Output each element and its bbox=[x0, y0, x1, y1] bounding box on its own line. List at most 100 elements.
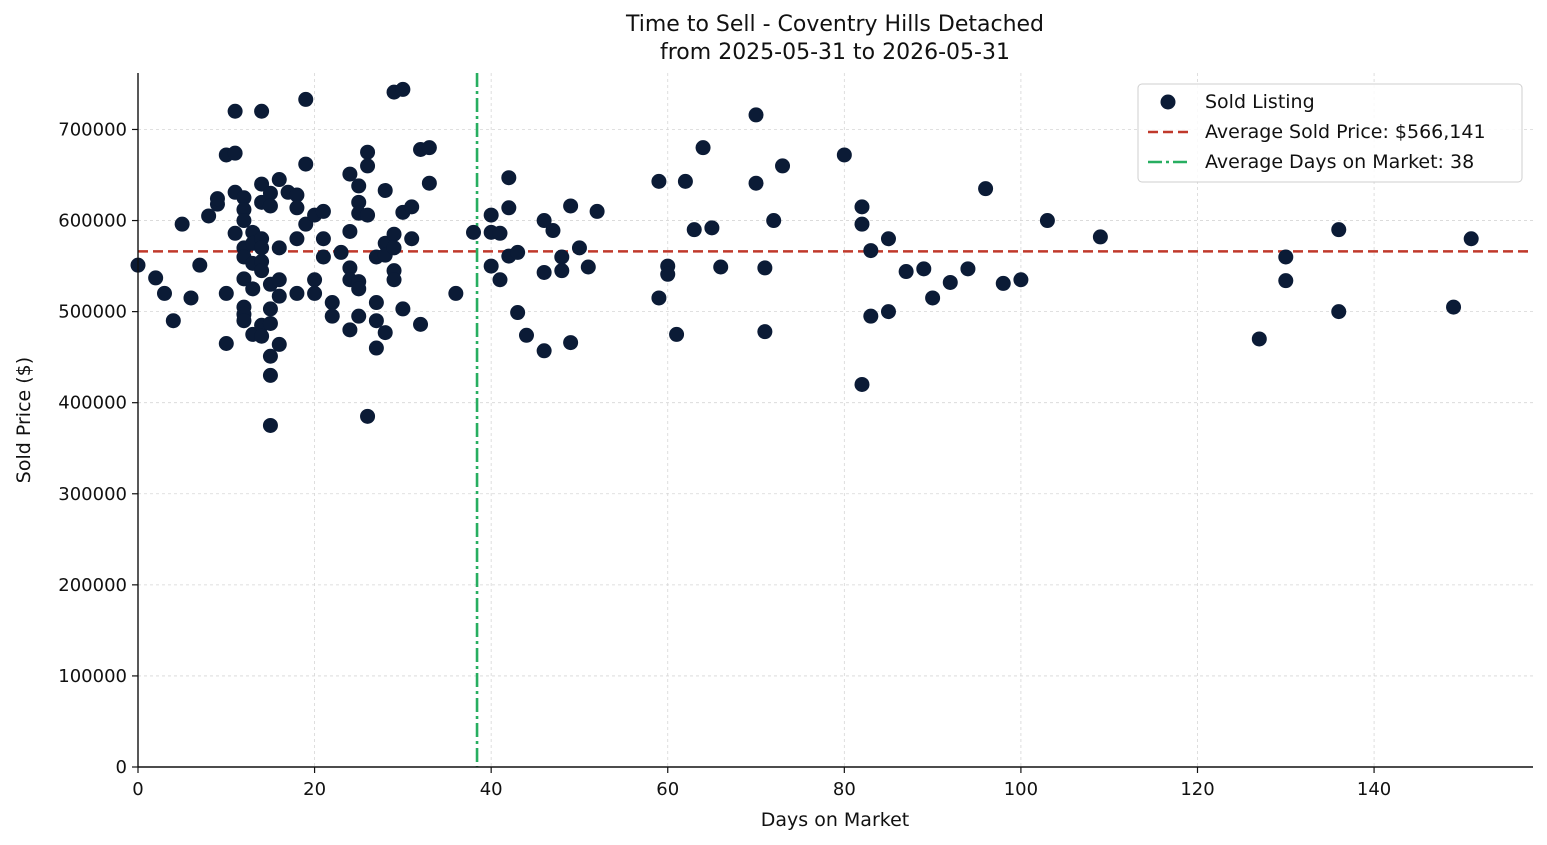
sold-listing-point bbox=[209, 191, 225, 207]
y-tick-label: 500000 bbox=[58, 302, 127, 323]
sold-listing-point bbox=[315, 231, 331, 247]
sold-listing-point bbox=[748, 175, 764, 191]
chart-subtitle: from 2025-05-31 to 2026-05-31 bbox=[660, 40, 1010, 65]
sold-listing-point bbox=[713, 259, 729, 275]
sold-listing-point bbox=[351, 194, 367, 210]
sold-listing-point bbox=[1331, 304, 1347, 320]
sold-listing-point bbox=[1278, 273, 1294, 289]
sold-listing-point bbox=[262, 348, 278, 364]
sold-listing-point bbox=[271, 336, 287, 352]
sold-listing-point bbox=[254, 103, 270, 119]
sold-listing-point bbox=[218, 285, 234, 301]
sold-listing-point bbox=[916, 261, 932, 277]
sold-listing-point bbox=[262, 198, 278, 214]
sold-listing-point bbox=[554, 263, 570, 279]
sold-listing-point bbox=[342, 223, 358, 239]
grid bbox=[137, 73, 1533, 768]
sold-listing-point bbox=[386, 240, 402, 256]
y-tick-label: 300000 bbox=[58, 484, 127, 505]
sold-listing-point bbox=[271, 272, 287, 288]
sold-listing-point bbox=[183, 290, 199, 306]
sold-listing-point bbox=[554, 249, 570, 265]
sold-listing-point bbox=[589, 203, 605, 219]
sold-listing-point bbox=[1278, 249, 1294, 265]
legend-label: Average Days on Market: 38 bbox=[1205, 151, 1474, 173]
sold-listing-point bbox=[925, 290, 941, 306]
sold-listing-point bbox=[368, 313, 384, 329]
sold-listing-point bbox=[174, 216, 190, 232]
sold-listing-point bbox=[536, 213, 552, 229]
sold-listing-point bbox=[254, 240, 270, 256]
sold-listing-point bbox=[960, 261, 976, 277]
sold-listing-point bbox=[501, 200, 517, 216]
sold-listing-point bbox=[315, 249, 331, 265]
sold-listing-point bbox=[165, 313, 181, 329]
sold-listing-point bbox=[342, 166, 358, 182]
y-tick-label: 700000 bbox=[58, 119, 127, 140]
sold-listing-point bbox=[766, 213, 782, 229]
sold-listing-point bbox=[660, 266, 676, 282]
sold-listing-point bbox=[271, 288, 287, 304]
x-axis-label: Days on Market bbox=[761, 809, 909, 831]
sold-listing-point bbox=[192, 257, 208, 273]
x-tick-label: 60 bbox=[656, 779, 679, 800]
legend-box bbox=[1137, 83, 1523, 183]
sold-listing-point bbox=[686, 222, 702, 238]
sold-listing-point bbox=[227, 145, 243, 161]
sold-listing-point bbox=[315, 203, 331, 219]
sold-listing-point bbox=[307, 272, 323, 288]
sold-listing-point bbox=[351, 178, 367, 194]
sold-listing-point bbox=[518, 327, 534, 343]
sold-listing-point bbox=[669, 326, 685, 342]
legend-label: Average Sold Price: $566,141 bbox=[1205, 121, 1486, 143]
sold-listing-point bbox=[510, 305, 526, 321]
sold-listing-point bbox=[298, 156, 314, 172]
sold-listing-point bbox=[271, 172, 287, 188]
sold-listing-point bbox=[404, 231, 420, 247]
sold-listing-point bbox=[995, 275, 1011, 291]
sold-listing-point bbox=[545, 223, 561, 239]
sold-listing-point bbox=[156, 285, 172, 301]
sold-listing-point bbox=[386, 272, 402, 288]
sold-listing-point bbox=[342, 260, 358, 276]
sold-listing-point bbox=[360, 408, 376, 424]
sold-listing-point bbox=[863, 308, 879, 324]
chart-title: Time to Sell - Coventry Hills Detached bbox=[625, 12, 1045, 37]
y-tick-label: 100000 bbox=[58, 666, 127, 687]
sold-listing-point bbox=[571, 240, 587, 256]
sold-listing-point bbox=[262, 301, 278, 317]
sold-listing-point bbox=[757, 324, 773, 340]
sold-listing-point bbox=[677, 173, 693, 189]
sold-listing-point bbox=[386, 226, 402, 242]
sold-listing-point bbox=[333, 244, 349, 260]
sold-listing-point bbox=[1251, 331, 1267, 347]
sold-listing-point bbox=[863, 243, 879, 259]
legend-label: Sold Listing bbox=[1205, 91, 1315, 113]
sold-listing-point bbox=[757, 260, 773, 276]
sold-listing-point bbox=[880, 304, 896, 320]
sold-listing-point bbox=[651, 290, 667, 306]
sold-listing-point bbox=[704, 220, 720, 236]
sold-listing-point bbox=[262, 185, 278, 201]
sold-listing-point bbox=[289, 187, 305, 203]
x-tick-label: 100 bbox=[1004, 779, 1038, 800]
sold-listing-point bbox=[880, 231, 896, 247]
legend-marker-icon bbox=[1160, 94, 1176, 110]
sold-listing-point bbox=[368, 340, 384, 356]
sold-listing-point bbox=[351, 281, 367, 297]
sold-listing-point bbox=[262, 417, 278, 433]
sold-listing-point bbox=[360, 144, 376, 160]
sold-listing-point bbox=[395, 301, 411, 317]
sold-listing-point bbox=[254, 328, 270, 344]
sold-listing-point bbox=[218, 335, 234, 351]
sold-listing-point bbox=[580, 259, 596, 275]
sold-listing-point bbox=[1331, 222, 1347, 238]
sold-listing-point bbox=[854, 199, 870, 215]
sold-listing-point bbox=[563, 335, 579, 351]
sold-listing-point bbox=[748, 107, 764, 123]
sold-listing-point bbox=[466, 224, 482, 240]
sold-listing-point bbox=[942, 274, 958, 290]
y-axis-label: Sold Price ($) bbox=[13, 357, 35, 483]
sold-listing-point bbox=[695, 140, 711, 156]
